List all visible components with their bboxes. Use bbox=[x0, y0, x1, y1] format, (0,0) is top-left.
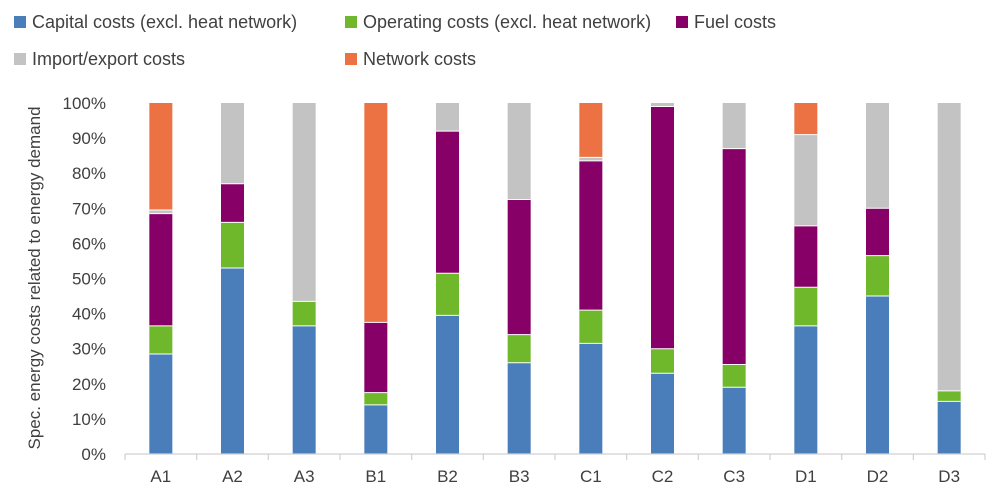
bar-segment-b2-fuel-costs bbox=[436, 131, 459, 274]
bar-segment-a2-import-export-costs bbox=[221, 103, 244, 184]
legend-item-fuel-costs: Fuel costs bbox=[676, 12, 776, 32]
y-tick-label: 0% bbox=[81, 445, 106, 464]
bar-segment-c2-fuel-costs bbox=[651, 106, 674, 349]
legend-swatch bbox=[14, 16, 26, 28]
bar-segment-d1-fuel-costs bbox=[794, 225, 818, 288]
bar-segment-c3-capital-costs-excl-heat-network bbox=[722, 387, 746, 454]
bar-segment-a2-operating-costs-excl-heat-network bbox=[221, 222, 244, 268]
bar-segment-a2-fuel-costs bbox=[221, 183, 244, 223]
x-tick-label: B1 bbox=[365, 467, 386, 486]
x-tick-label: C2 bbox=[652, 467, 674, 486]
bar-segment-a1-import-export-costs bbox=[149, 210, 173, 214]
bar-segment-c1-fuel-costs bbox=[579, 160, 603, 311]
bar-segment-d2-operating-costs-excl-heat-network bbox=[866, 255, 889, 297]
bar-segment-d3-import-export-costs bbox=[937, 103, 961, 391]
bar-segment-c1-network-costs bbox=[579, 103, 603, 158]
bar-segment-c3-operating-costs-excl-heat-network bbox=[722, 364, 746, 388]
y-tick-label: 70% bbox=[72, 199, 106, 218]
bar-segment-c2-capital-costs-excl-heat-network bbox=[651, 373, 674, 454]
bar-segment-c2-import-export-costs bbox=[651, 103, 674, 107]
x-axis-ticks: A1 A2 A3 B1 B2 B3 C1 C2 C3 D1 D2 D3 bbox=[124, 454, 986, 486]
bar-segment-b1-operating-costs-excl-heat-network bbox=[364, 392, 388, 405]
legend-label: Operating costs (excl. heat network) bbox=[363, 12, 651, 32]
y-tick-label: 20% bbox=[72, 375, 106, 394]
bar-segment-d1-capital-costs-excl-heat-network bbox=[794, 325, 818, 454]
legend-swatch bbox=[345, 53, 357, 65]
bar-segment-c3-import-export-costs bbox=[722, 103, 746, 149]
bar-segment-a1-operating-costs-excl-heat-network bbox=[149, 325, 173, 354]
legend-label: Capital costs (excl. heat network) bbox=[32, 12, 297, 32]
bar-segment-d2-fuel-costs bbox=[866, 208, 889, 256]
x-tick-label: A3 bbox=[294, 467, 315, 486]
bar-segment-d2-import-export-costs bbox=[866, 103, 889, 209]
y-axis-ticks: 0% 10% 20% 30% 40% 50% 60% 70% 80% 90% 100% bbox=[63, 94, 106, 464]
legend-label: Network costs bbox=[363, 49, 476, 69]
bar-segment-b1-capital-costs-excl-heat-network bbox=[364, 404, 388, 454]
bar-segment-a1-fuel-costs bbox=[149, 213, 173, 326]
x-tick-label: B2 bbox=[437, 467, 458, 486]
bar-segment-d1-operating-costs-excl-heat-network bbox=[794, 287, 818, 326]
bars bbox=[149, 103, 961, 454]
legend-label: Fuel costs bbox=[694, 12, 776, 32]
y-axis-title: Spec. energy costs related to energy dem… bbox=[25, 106, 44, 449]
y-tick-label: 80% bbox=[72, 164, 106, 183]
bar-segment-b3-operating-costs-excl-heat-network bbox=[507, 334, 531, 363]
bar-segment-c1-import-export-costs bbox=[579, 157, 603, 161]
bar-segment-a3-capital-costs-excl-heat-network bbox=[292, 325, 316, 454]
bar-segment-a3-operating-costs-excl-heat-network bbox=[292, 301, 316, 326]
legend-item-capital-costs-excl-heat-network: Capital costs (excl. heat network) bbox=[14, 12, 297, 32]
x-tick-label: D1 bbox=[795, 467, 817, 486]
bar-segment-a3-import-export-costs bbox=[292, 103, 316, 302]
x-tick-label: D2 bbox=[867, 467, 889, 486]
bar-segment-c1-capital-costs-excl-heat-network bbox=[579, 343, 603, 454]
x-tick-label: B3 bbox=[509, 467, 530, 486]
bar-segment-d3-operating-costs-excl-heat-network bbox=[937, 390, 961, 402]
bar-segment-d1-import-export-costs bbox=[794, 134, 818, 226]
bar-segment-b3-fuel-costs bbox=[507, 199, 531, 335]
y-tick-label: 50% bbox=[72, 270, 106, 289]
bar-segment-b2-import-export-costs bbox=[436, 103, 459, 132]
bar-segment-c1-operating-costs-excl-heat-network bbox=[579, 310, 603, 344]
bar-segment-c3-fuel-costs bbox=[722, 148, 746, 365]
bar-segment-d1-network-costs bbox=[794, 103, 818, 135]
legend-item-import-export-costs: Import/export costs bbox=[14, 49, 185, 69]
y-tick-label: 100% bbox=[63, 94, 106, 113]
bar-segment-b3-capital-costs-excl-heat-network bbox=[507, 362, 531, 454]
y-tick-label: 90% bbox=[72, 129, 106, 148]
bar-segment-b3-import-export-costs bbox=[507, 103, 531, 200]
bar-segment-c2-operating-costs-excl-heat-network bbox=[651, 348, 674, 374]
legend-label: Import/export costs bbox=[32, 49, 185, 69]
legend-item-operating-costs-excl-heat-network: Operating costs (excl. heat network) bbox=[345, 12, 651, 32]
legend-swatch bbox=[14, 53, 26, 65]
legend-item-network-costs: Network costs bbox=[345, 49, 476, 69]
bar-segment-d2-capital-costs-excl-heat-network bbox=[866, 296, 889, 454]
x-tick-label: C3 bbox=[723, 467, 745, 486]
bar-segment-b1-fuel-costs bbox=[364, 322, 388, 393]
bar-segment-b2-capital-costs-excl-heat-network bbox=[436, 315, 459, 454]
bar-segment-a1-capital-costs-excl-heat-network bbox=[149, 353, 173, 454]
bar-segment-a2-capital-costs-excl-heat-network bbox=[221, 267, 244, 454]
bar-segment-b1-network-costs bbox=[364, 103, 388, 323]
y-tick-label: 30% bbox=[72, 340, 106, 359]
legend-swatch bbox=[676, 16, 688, 28]
bar-segment-a1-network-costs bbox=[149, 103, 173, 211]
bar-segment-b2-operating-costs-excl-heat-network bbox=[436, 273, 459, 316]
legend: Capital costs (excl. heat network) Operat… bbox=[14, 12, 776, 69]
bar-segment-d3-capital-costs-excl-heat-network bbox=[937, 401, 961, 454]
x-tick-label: D3 bbox=[938, 467, 960, 486]
legend-swatch bbox=[345, 16, 357, 28]
x-tick-label: A1 bbox=[150, 467, 171, 486]
y-tick-label: 60% bbox=[72, 234, 106, 253]
x-tick-label: A2 bbox=[222, 467, 243, 486]
y-tick-label: 10% bbox=[72, 410, 106, 429]
y-tick-label: 40% bbox=[72, 305, 106, 324]
x-tick-label: C1 bbox=[580, 467, 602, 486]
